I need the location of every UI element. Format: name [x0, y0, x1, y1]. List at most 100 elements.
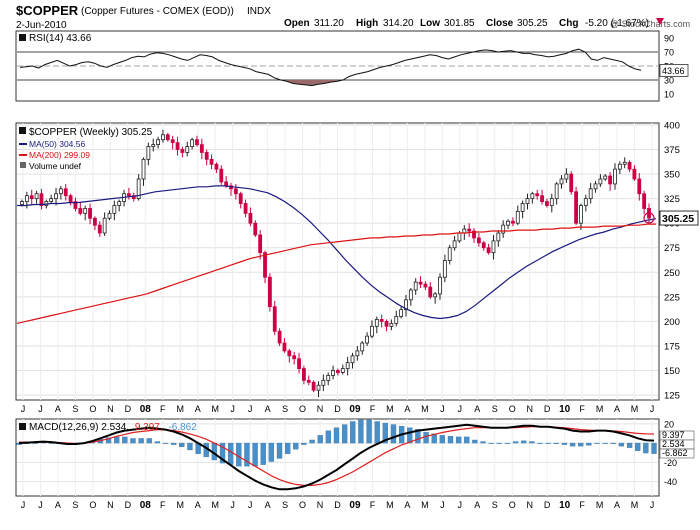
candle-body-87 [442, 260, 447, 278]
candle-body-11 [73, 201, 78, 209]
macd-hist-bar-60 [504, 442, 511, 444]
macd-hist-bar-56 [472, 439, 478, 444]
price-x-label-29: N [526, 404, 533, 414]
macd-x-label-25: J [458, 500, 463, 510]
rsi-tick-label-10: 10 [664, 90, 674, 100]
chart-date: 2-Jun-2010 [16, 20, 67, 31]
candle-body-107 [540, 195, 544, 202]
close-value: 305.25 [517, 18, 548, 29]
candle-body-89 [452, 240, 457, 249]
price-plot: 400375350325300275250225200175150125305.… [16, 120, 699, 402]
macd-x-label-9: M [177, 500, 185, 510]
candle-body-103 [520, 203, 525, 212]
macd-hist-bar-38 [325, 430, 332, 444]
price-x-label-23: M [421, 404, 429, 414]
high-label: High [356, 18, 378, 29]
candle-body-75 [384, 321, 389, 327]
macd-hist-bar-45 [382, 422, 388, 444]
candle-body-124 [622, 161, 627, 165]
macd-last-label-0: 9.397 [662, 430, 685, 440]
candle-body-27 [151, 144, 156, 147]
price-x-label-0: J [21, 404, 26, 414]
macd-hist-bar-73 [610, 442, 616, 444]
candle-body-46 [243, 203, 248, 214]
candle-body-9 [63, 188, 68, 197]
price-x-label-26: A [474, 404, 480, 414]
price-tick-label-375: 375 [664, 145, 680, 156]
price-x-label-35: M [631, 404, 639, 414]
macd-x-label-18: D [334, 500, 341, 510]
candle-body-97 [491, 240, 496, 254]
macd-hist-bar-29 [252, 442, 258, 467]
macd-x-label-34: A [614, 500, 620, 510]
candle-body-99 [501, 224, 506, 234]
candle-body-35 [190, 139, 195, 147]
close-label: Close [486, 18, 514, 29]
macd-x-label-27: S [492, 500, 498, 510]
candle-body-8 [58, 188, 63, 195]
candle-body-29 [161, 134, 165, 141]
last-close-box [659, 210, 699, 226]
macd-hist-bar-66 [553, 442, 559, 444]
candle-body-61 [316, 384, 321, 391]
macd-tick-label--40: -40 [664, 477, 677, 487]
candle-body-1 [24, 195, 29, 202]
macd-x-label-2: A [55, 500, 61, 510]
price-x-label-2: A [55, 404, 61, 414]
ma50-line [17, 185, 657, 320]
rsi-tick-label-90: 90 [664, 34, 674, 44]
macd-x-label-5: N [107, 500, 114, 510]
macd-legend-hist: -6.862 [168, 422, 197, 433]
candle-body-26 [146, 146, 151, 160]
macd-line [18, 423, 655, 491]
chg-label: Chg [559, 18, 578, 29]
candle-body-6 [49, 198, 54, 202]
macd-hist-bar-50 [423, 432, 429, 444]
rsi-tick-label-70: 70 [664, 48, 674, 58]
macd-hist-bar-63 [529, 441, 535, 444]
macd-hist-bar-35 [301, 442, 307, 445]
macd-hist-bar-48 [407, 427, 413, 444]
macd-x-label-33: M [596, 500, 604, 510]
candle-body-51 [267, 276, 272, 308]
candle-body-62 [321, 379, 326, 386]
candle-body-57 [297, 358, 301, 369]
macd-x-label-7: 08 [140, 500, 152, 511]
macd-hist-bar-67 [561, 442, 568, 445]
price-tick-label-325: 325 [664, 194, 680, 205]
macd-hist-bar-52 [439, 435, 445, 444]
macd-x-label-30: D [544, 500, 551, 510]
low-label: Low [420, 18, 440, 29]
candle-body-18 [107, 212, 112, 219]
candle-body-2 [29, 195, 34, 200]
price-legend-swatch [19, 127, 26, 134]
price-x-label-12: J [230, 404, 235, 414]
macd-hist-bar-37 [317, 435, 323, 444]
macd-hist-bar-19 [171, 442, 177, 445]
price-x-label-28: O [509, 404, 516, 414]
copyright: @ StockCharts.com [610, 19, 690, 29]
chg-value: -5.20 (-1.67%) [585, 18, 649, 29]
macd-x-label-10: A [195, 500, 201, 510]
open-label: Open [284, 18, 310, 29]
macd-hist-bar-59 [496, 442, 502, 444]
candle-body-32 [175, 142, 180, 150]
price-x-label-30: D [544, 404, 551, 414]
macd-x-label-13: J [248, 500, 253, 510]
price-x-label-34: A [614, 404, 620, 414]
candle-body-41 [219, 168, 224, 183]
candle-body-45 [238, 193, 243, 204]
price-x-label-9: M [177, 404, 185, 414]
price-x-label-10: A [195, 404, 201, 414]
candle-body-24 [136, 178, 141, 200]
macd-x-label-23: M [421, 500, 429, 510]
candle-body-39 [209, 158, 214, 165]
candle-body-115 [579, 205, 583, 224]
candle-body-13 [83, 208, 88, 214]
price-legend-text: $COPPER (Weekly) 305.25 [29, 127, 153, 138]
macd-hist-bar-34 [293, 442, 299, 450]
macd-x-label-8: F [160, 500, 166, 510]
macd-hist-bar-74 [618, 442, 625, 447]
macd-x-label-21: M [386, 500, 394, 510]
candle-body-95 [481, 242, 486, 249]
